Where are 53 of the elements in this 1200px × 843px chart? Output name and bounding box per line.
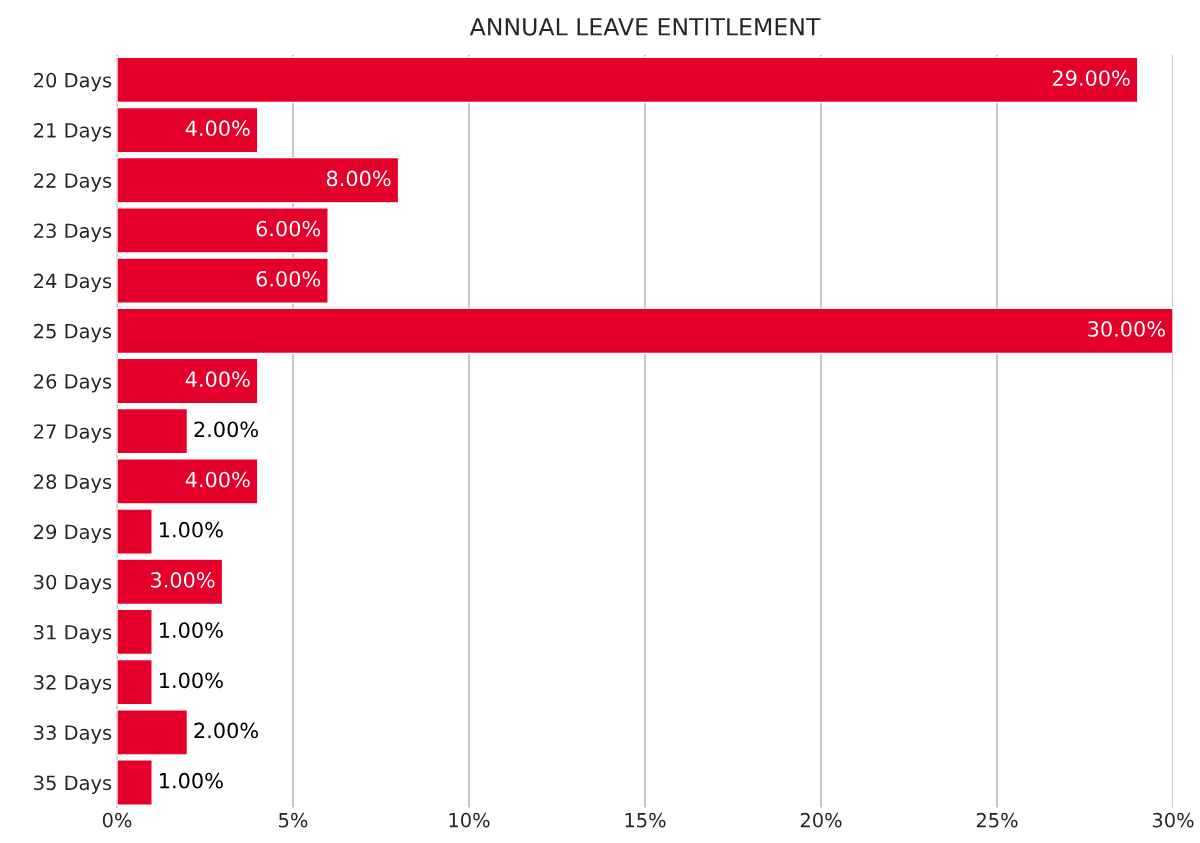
bar <box>117 106 259 154</box>
y-tick-label: 25 Days <box>34 323 112 343</box>
data-label: 6.00% <box>256 220 321 237</box>
x-tick-label: 10% <box>449 812 490 828</box>
y-tick-label: 31 Days <box>34 624 112 644</box>
data-label: 2.00% <box>194 722 258 739</box>
bar <box>117 207 329 254</box>
y-tick-label: 21 Days <box>34 123 112 142</box>
data-label: 29.00% <box>1052 70 1130 86</box>
y-tick-label: 23 Days <box>34 223 112 242</box>
bar <box>117 458 259 505</box>
data-label: 2.00% <box>194 421 258 438</box>
x-tick-label: 20% <box>800 812 842 828</box>
y-tick-label: 32 Days <box>34 675 112 694</box>
data-label: 1.00% <box>160 772 223 789</box>
bar <box>117 658 153 706</box>
data-label: 4.00% <box>185 471 250 488</box>
data-label: 30.00% <box>1088 321 1165 337</box>
data-label: 1.00% <box>160 622 223 638</box>
bar <box>117 307 1173 355</box>
data-label: 4.00% <box>185 371 250 388</box>
y-tick-label: 33 Days <box>34 725 112 744</box>
y-tick-label: 27 Days <box>34 424 112 443</box>
data-label: 1.00% <box>160 672 223 689</box>
data-label: 1.00% <box>160 521 223 538</box>
y-tick-label: 28 Days <box>34 474 112 493</box>
bar <box>117 156 400 204</box>
bar <box>117 508 153 555</box>
bar <box>117 558 224 606</box>
data-label: 3.00% <box>151 572 215 588</box>
x-tick-label: 30% <box>1152 812 1194 828</box>
y-tick-label: 30 Days <box>34 574 112 594</box>
y-tick-label: 22 Days <box>34 173 112 192</box>
bar <box>117 759 153 806</box>
y-tick-label: 26 Days <box>34 373 112 393</box>
chart-title: ANNUAL LEAVE ENTITLEMENT <box>469 18 821 36</box>
y-tick-label: 29 Days <box>34 524 112 543</box>
bar <box>117 608 153 656</box>
data-label: 4.00% <box>185 120 250 137</box>
data-label: 8.00% <box>326 170 391 187</box>
bar <box>117 56 1139 104</box>
x-tick-label: 15% <box>625 812 666 828</box>
x-tick-label: 0% <box>102 812 132 828</box>
x-tick-label: 25% <box>976 812 1018 828</box>
y-tick-label: 20 Days <box>34 72 112 92</box>
bar <box>117 407 189 455</box>
x-tick-label: 5% <box>279 812 308 828</box>
y-tick-label: 24 Days <box>34 273 112 293</box>
bar <box>117 357 259 405</box>
y-tick-label: 35 Days <box>34 775 112 794</box>
data-label: 6.00% <box>256 270 321 287</box>
bar <box>117 709 189 756</box>
bar <box>117 257 329 304</box>
